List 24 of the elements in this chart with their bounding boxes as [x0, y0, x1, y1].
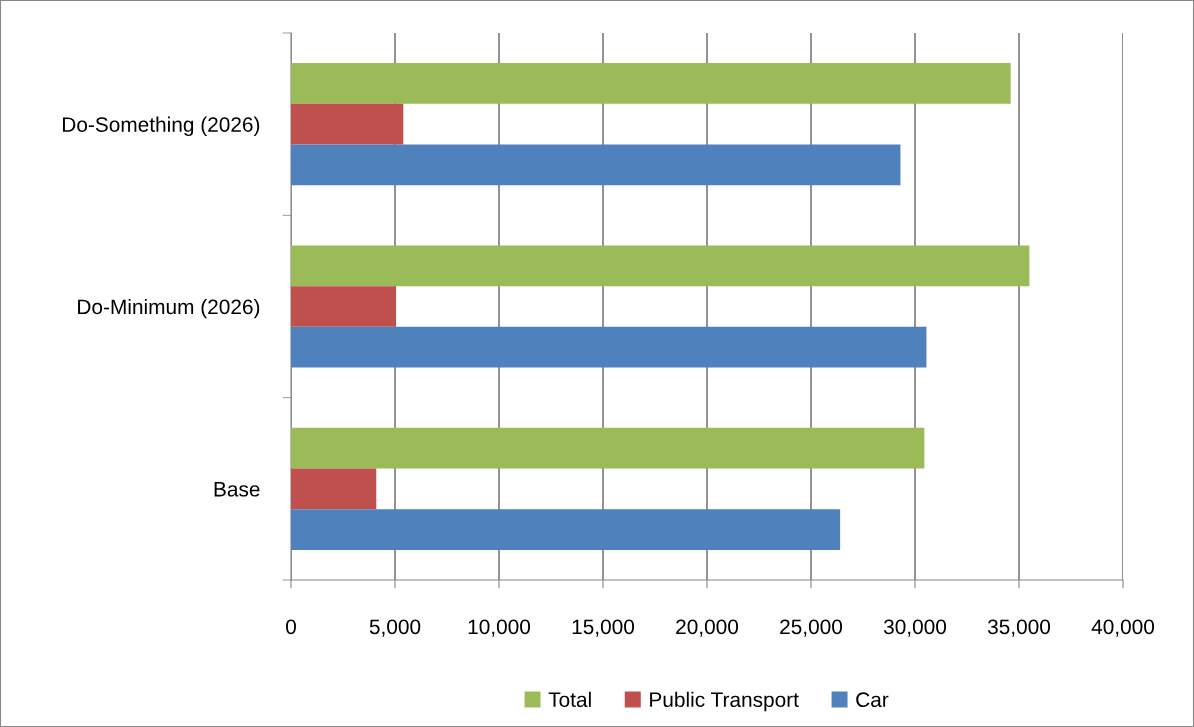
x-tick-label: 25,000 — [780, 619, 843, 637]
bar — [291, 245, 1030, 287]
legend-label: Car — [856, 692, 889, 708]
x-tick-label: 40,000 — [1091, 619, 1155, 637]
bar — [291, 509, 841, 550]
bar — [291, 144, 901, 186]
y-tick-label: Base — [214, 482, 260, 497]
x-tick-label: 10,000 — [468, 619, 531, 637]
x-tick-label: 35,000 — [987, 619, 1051, 637]
x-tick-label: 0 — [286, 619, 296, 635]
x-tick-label: 5,000 — [369, 619, 421, 637]
legend-label: Public Transport — [650, 691, 799, 712]
bar — [291, 63, 1011, 104]
bar — [291, 326, 927, 368]
x-tick-label: 30,000 — [883, 619, 947, 637]
bar — [291, 103, 404, 145]
bar — [291, 427, 925, 469]
legend-label: Total — [548, 691, 591, 708]
bar — [291, 286, 397, 327]
y-tick-label: Do-Minimum (2026) — [78, 298, 260, 319]
bar — [291, 468, 377, 510]
x-tick-label: 20,000 — [676, 619, 739, 637]
x-tick-label: 15,000 — [572, 619, 635, 637]
y-tick-label: Do-Something (2026) — [62, 116, 260, 137]
